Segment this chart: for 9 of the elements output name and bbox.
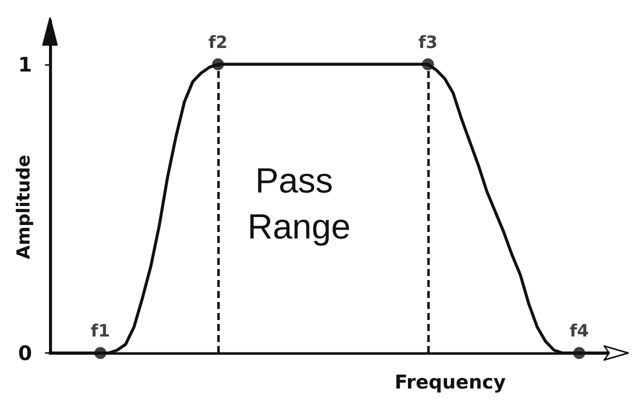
y-tick-label: 0 [18, 341, 32, 365]
x-axis-title: Frequency [394, 372, 506, 394]
data-label: f1 [90, 322, 110, 342]
data-label: f3 [418, 32, 438, 53]
data-label: f4 [570, 322, 589, 342]
data-label: f2 [208, 32, 228, 53]
annotation: Pass Range [247, 162, 351, 246]
y-axis-title: Amplitude [14, 154, 34, 260]
y-tick-label: 1 [18, 52, 32, 76]
